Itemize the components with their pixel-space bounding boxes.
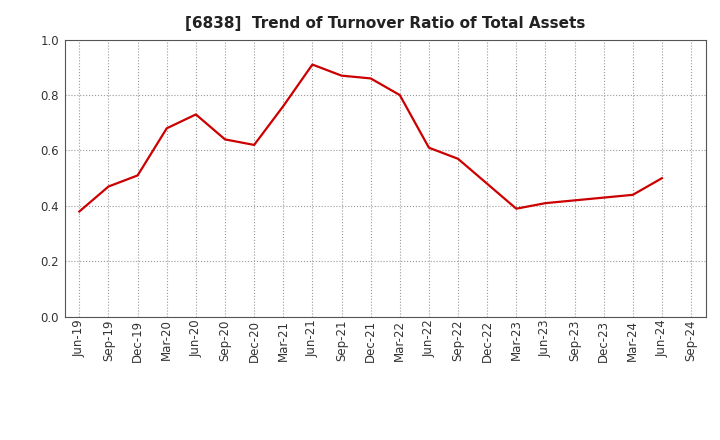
Title: [6838]  Trend of Turnover Ratio of Total Assets: [6838] Trend of Turnover Ratio of Total …	[185, 16, 585, 32]
